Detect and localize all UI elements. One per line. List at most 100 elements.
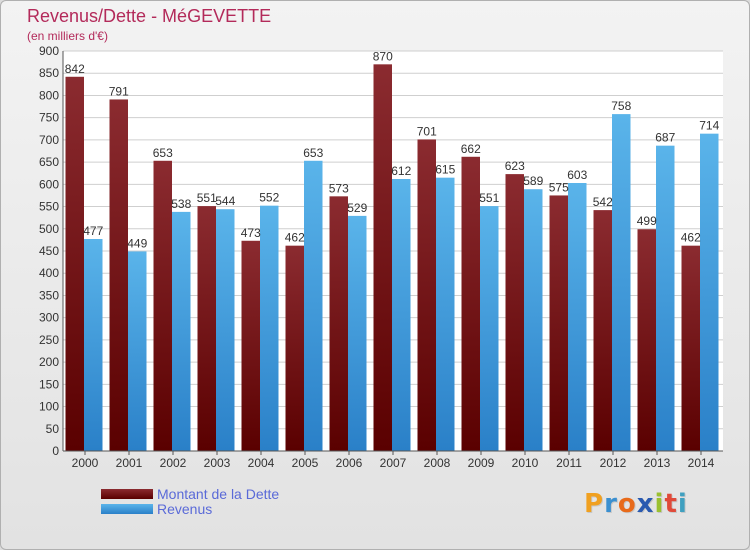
x-tick-label: 2002 — [160, 456, 187, 470]
y-tick-label: 850 — [39, 66, 59, 80]
legend-swatch-revenus — [101, 504, 153, 514]
x-tick-label: 2005 — [292, 456, 319, 470]
data-label-dette-2013: 499 — [637, 214, 657, 228]
data-label-revenus-2007: 612 — [391, 164, 411, 178]
logo-letter: i — [677, 489, 688, 519]
y-tick-label: 750 — [39, 111, 59, 125]
bar-dette-2010 — [505, 174, 524, 451]
data-label-dette-2008: 701 — [417, 124, 437, 138]
bar-revenus-2002 — [172, 211, 191, 451]
y-tick-label: 350 — [39, 288, 59, 302]
bar-dette-2009 — [461, 156, 480, 451]
y-tick-label: 300 — [39, 311, 59, 325]
y-tick-label: 0 — [52, 444, 59, 458]
data-label-dette-2010: 623 — [505, 159, 525, 173]
bar-dette-2013 — [637, 229, 656, 451]
logo-letter: x — [636, 489, 655, 519]
y-tick-label: 900 — [39, 44, 59, 58]
bar-revenus-2014 — [700, 133, 719, 451]
bar-revenus-2006 — [348, 215, 367, 451]
bar-dette-2008 — [417, 139, 436, 451]
data-label-dette-2004: 473 — [241, 226, 261, 240]
data-label-dette-2012: 542 — [593, 195, 613, 209]
bar-revenus-2007 — [392, 179, 411, 451]
bar-dette-2012 — [593, 210, 612, 451]
x-tick-label: 2012 — [600, 456, 627, 470]
y-tick-label: 700 — [39, 133, 59, 147]
data-label-revenus-2000: 477 — [83, 224, 103, 238]
data-label-dette-2007: 870 — [373, 49, 393, 63]
y-tick-label: 50 — [46, 422, 60, 436]
data-label-dette-2003: 551 — [197, 191, 217, 205]
bar-dette-2001 — [109, 99, 128, 451]
x-tick-label: 2004 — [248, 456, 275, 470]
y-tick-label: 800 — [39, 88, 59, 102]
x-tick-label: 2007 — [380, 456, 407, 470]
bar-dette-2014 — [681, 245, 700, 451]
data-label-revenus-2010: 589 — [523, 174, 543, 188]
bar-dette-2011 — [549, 195, 568, 451]
data-label-dette-2005: 462 — [285, 231, 305, 245]
proxiti-logo: Proxiti — [584, 489, 688, 519]
logo-letter: r — [604, 489, 618, 519]
y-tick-label: 600 — [39, 177, 59, 191]
bar-revenus-2005 — [304, 160, 323, 451]
bar-revenus-2003 — [216, 209, 235, 451]
axes: 0 50 100 150 200 250 300 350 400 450 500 550 600 650 7… — [39, 44, 723, 470]
x-tick-label: 2003 — [204, 456, 231, 470]
data-label-dette-2014: 462 — [681, 231, 701, 245]
data-label-revenus-2014: 714 — [699, 119, 719, 133]
chart-subtitle: (en milliers d'€) — [27, 29, 108, 43]
bar-dette-2007 — [373, 64, 392, 452]
data-label-revenus-2003: 544 — [215, 194, 235, 208]
bar-dette-2006 — [329, 196, 348, 451]
y-tick-label: 100 — [39, 400, 59, 414]
y-tick-label: 450 — [39, 244, 59, 258]
bars — [65, 64, 719, 452]
x-tick-label: 2011 — [556, 456, 582, 470]
y-tick-label: 250 — [39, 333, 59, 347]
y-tick-label: 150 — [39, 377, 59, 391]
x-tick-label: 2009 — [468, 456, 495, 470]
bar-dette-2002 — [153, 160, 172, 451]
x-tick-label: 2010 — [512, 456, 539, 470]
data-label-dette-2006: 573 — [329, 181, 349, 195]
data-label-revenus-2001: 449 — [127, 236, 147, 250]
data-label-revenus-2011: 603 — [567, 168, 587, 182]
y-tick-label: 200 — [39, 355, 59, 369]
data-label-revenus-2009: 551 — [479, 191, 499, 205]
data-label-revenus-2006: 529 — [347, 201, 367, 215]
bar-revenus-2012 — [612, 114, 631, 451]
bar-dette-2004 — [241, 240, 260, 451]
data-label-revenus-2004: 552 — [259, 191, 279, 205]
y-tick-label: 500 — [39, 222, 59, 236]
bar-dette-2003 — [197, 206, 216, 451]
y-tick-label: 550 — [39, 200, 59, 214]
bar-revenus-2004 — [260, 205, 279, 451]
data-label-dette-2001: 791 — [109, 84, 129, 98]
bar-revenus-2008 — [436, 177, 455, 451]
x-tick-label: 2013 — [644, 456, 671, 470]
bar-revenus-2009 — [480, 206, 499, 451]
logo-letter: o — [617, 489, 637, 519]
logo-letter: t — [664, 489, 678, 519]
x-tick-label: 2001 — [116, 456, 143, 470]
bar-revenus-2011 — [568, 183, 587, 451]
x-tick-label: 2000 — [72, 456, 99, 470]
data-label-revenus-2002: 538 — [171, 197, 191, 211]
data-label-dette-2011: 575 — [549, 180, 569, 194]
logo-letter: i — [654, 489, 665, 519]
legend-label-dette: Montant de la Dette — [157, 486, 280, 502]
y-tick-label: 400 — [39, 266, 59, 280]
data-label-dette-2009: 662 — [461, 142, 481, 156]
legend-swatch-dette — [101, 489, 153, 499]
legend-label-revenus: Revenus — [157, 501, 213, 517]
bar-dette-2000 — [65, 76, 84, 452]
chart-title: Revenus/Dette - MéGEVETTE — [27, 6, 272, 26]
data-label-revenus-2005: 653 — [303, 146, 323, 160]
y-tick-label: 650 — [39, 155, 59, 169]
logo-letter: P — [584, 489, 605, 519]
